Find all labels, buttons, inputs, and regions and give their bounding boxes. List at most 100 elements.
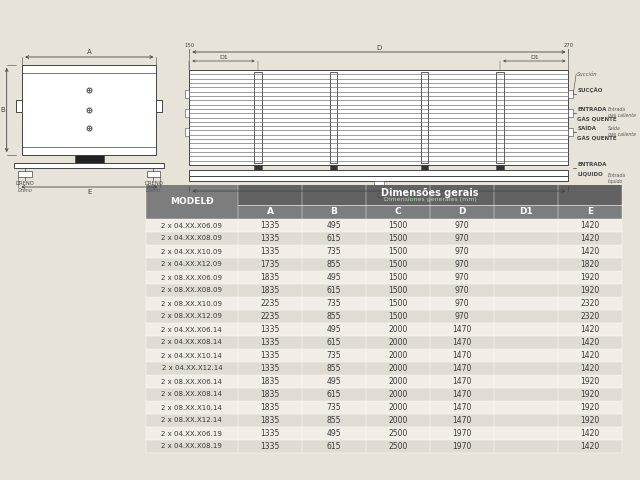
Bar [496, 165, 504, 170]
Bar [366, 388, 430, 401]
Bar [302, 284, 366, 297]
Bar [302, 245, 366, 258]
Bar [494, 440, 558, 453]
Bar [558, 284, 622, 297]
Bar [19, 171, 32, 177]
Bar [430, 310, 494, 323]
Text: 2 x 08.XX.X06.09: 2 x 08.XX.X06.09 [161, 275, 222, 280]
Bar [184, 90, 189, 98]
Bar [366, 323, 430, 336]
Text: 1735: 1735 [260, 260, 280, 269]
Text: 2500: 2500 [388, 442, 408, 451]
Bar [366, 258, 430, 271]
Bar [430, 297, 494, 310]
Bar [494, 427, 558, 440]
Bar [494, 271, 558, 284]
Text: 1335: 1335 [260, 429, 280, 438]
Text: Entrada
gas caliente: Entrada gas caliente [608, 108, 636, 118]
Text: 1420: 1420 [580, 234, 600, 243]
Bar [366, 271, 430, 284]
Bar [430, 205, 494, 219]
Bar [420, 72, 428, 163]
Bar [558, 245, 622, 258]
Text: 2 x 04.XX.X06.19: 2 x 04.XX.X06.19 [161, 431, 222, 436]
Bar [558, 258, 622, 271]
Text: 1835: 1835 [260, 403, 280, 412]
Text: B: B [0, 107, 4, 113]
Bar [366, 219, 430, 232]
Bar [558, 297, 622, 310]
Text: 735: 735 [326, 351, 341, 360]
Text: 2 x 08.XX.X12.14: 2 x 08.XX.X12.14 [161, 418, 222, 423]
Bar [558, 271, 622, 284]
Text: 2 x 04.XX.X06.14: 2 x 04.XX.X06.14 [161, 326, 222, 333]
Bar [374, 181, 384, 186]
Text: 2 x 08.XX.X08.14: 2 x 08.XX.X08.14 [161, 392, 222, 397]
Text: MODELÐ: MODELÐ [170, 197, 214, 206]
Bar [366, 375, 430, 388]
Text: Dreno: Dreno [146, 188, 161, 193]
Text: 2000: 2000 [388, 416, 408, 425]
Bar [302, 205, 366, 219]
Bar [366, 362, 430, 375]
Bar [366, 245, 430, 258]
Text: 150: 150 [184, 43, 195, 48]
Text: 2320: 2320 [580, 299, 600, 308]
Bar [366, 297, 430, 310]
Bar [146, 323, 238, 336]
Bar [238, 362, 302, 375]
Text: D1: D1 [519, 207, 532, 216]
Text: 2000: 2000 [388, 325, 408, 334]
Text: Saída
gas caliente: Saída gas caliente [608, 126, 636, 137]
Text: 1470: 1470 [452, 351, 472, 360]
Bar [494, 349, 558, 362]
Bar [238, 258, 302, 271]
Text: 2 x 04.XX.X12.14: 2 x 04.XX.X12.14 [161, 365, 222, 372]
Text: 1500: 1500 [388, 260, 408, 269]
Text: 855: 855 [326, 416, 341, 425]
Bar [430, 349, 494, 362]
Bar [238, 185, 622, 205]
Bar [494, 414, 558, 427]
Text: 1470: 1470 [452, 403, 472, 412]
Text: 855: 855 [326, 312, 341, 321]
Text: Dreno: Dreno [18, 188, 33, 193]
Bar [146, 414, 238, 427]
Text: 495: 495 [326, 325, 341, 334]
Text: GÁS QUENTE: GÁS QUENTE [577, 135, 617, 140]
Bar [302, 440, 366, 453]
Bar [238, 271, 302, 284]
Bar [238, 349, 302, 362]
Text: 1920: 1920 [580, 273, 600, 282]
Text: D1: D1 [530, 55, 539, 60]
Bar [494, 258, 558, 271]
Text: 1835: 1835 [260, 286, 280, 295]
Bar [302, 401, 366, 414]
Bar [17, 99, 22, 111]
Text: 1420: 1420 [580, 338, 600, 347]
Text: 1470: 1470 [452, 325, 472, 334]
Text: DRENO: DRENO [16, 181, 35, 186]
Bar [430, 427, 494, 440]
Bar [430, 323, 494, 336]
Text: D: D [458, 207, 466, 216]
Text: 1335: 1335 [260, 351, 280, 360]
Text: 1920: 1920 [580, 286, 600, 295]
Text: 735: 735 [326, 299, 341, 308]
Bar [302, 375, 366, 388]
Text: 2000: 2000 [388, 364, 408, 373]
Bar [366, 310, 430, 323]
Text: 1470: 1470 [452, 377, 472, 386]
Text: 1420: 1420 [580, 247, 600, 256]
Text: 495: 495 [326, 221, 341, 230]
Bar [558, 349, 622, 362]
Bar [558, 362, 622, 375]
Text: 970: 970 [454, 299, 469, 308]
Bar [302, 336, 366, 349]
Bar [156, 99, 162, 111]
Text: 615: 615 [326, 234, 341, 243]
Text: 970: 970 [454, 234, 469, 243]
Bar [430, 336, 494, 349]
Bar [366, 349, 430, 362]
Bar [146, 185, 238, 219]
